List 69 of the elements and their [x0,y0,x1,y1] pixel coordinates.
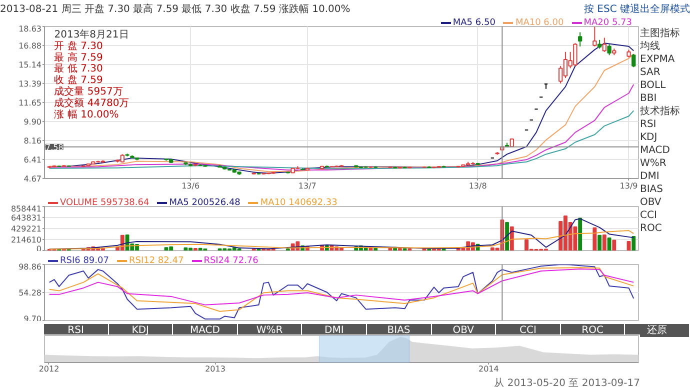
text: RSI [44,324,108,337]
x-tick-label: 2014 [478,364,499,374]
legend-label: RSI24 72.76 [204,256,258,266]
y-tick-label: 214610 [10,236,42,244]
annotation: 开 盘 7.30 [54,40,103,52]
text: KDJ [108,324,172,337]
x-tick-label: 13/9 [620,182,638,190]
text: 从 2013-05-20 至 2013-09-17 [493,378,640,387]
annotation: 收 盘 7.59 [54,74,103,86]
x-tick-label: 13/7 [298,182,316,190]
text: EXPMA [640,53,676,66]
y-tick-label: 13.39 [18,80,42,89]
text: 均线 [640,40,661,53]
y-tick-label: 643831 [10,214,42,222]
chart-title: 2013-08-21 周三 开盘 7.30 最高 7.59 最低 7.30 收盘 7.59 涨跌幅 10.00% [0,3,350,16]
x-tick-label: 13/6 [182,182,200,190]
text: MACD [173,324,237,337]
x-tick-label: 2013 [205,364,226,374]
text: W%R [640,157,668,170]
legend-label: MA20 5.73 [584,18,632,28]
text: 还原 [625,324,689,337]
ref-line-label: 7.58 [46,142,64,152]
text: RSI [640,118,658,131]
y-tick-label: 429221 [10,224,42,234]
text: BBI [640,92,658,105]
text: OBV [432,324,496,337]
text: DMI [640,170,660,183]
annotation: 成交量 5957万 [54,86,123,98]
text: BOLL [640,79,667,92]
y-tick-label: 15.14 [18,60,42,70]
text: MACD [640,144,671,157]
text: BIAS [366,324,431,337]
text: SAR [640,66,662,79]
x-tick-label: 2012 [38,364,60,374]
y-tick-label: 98.86 [18,262,42,272]
legend-label: RSI12 82.47 [128,256,184,266]
y-tick-label: 4.67 [24,174,42,184]
legend-label: RSI6 89.07 [60,256,109,266]
legend-label: MA10 6.00 [515,18,564,28]
text: CCI [640,209,658,222]
annotation: 最 高 7.59 [54,51,103,64]
y-tick-label: 8.16 [24,136,42,146]
legend-label: VOLUME 595738.64 [60,198,150,208]
text: 主图指标 [640,27,680,40]
text: W%R [238,324,302,337]
text: CCI [496,324,560,337]
legend-label: MA5 200526.48 [169,198,240,208]
text: ROC [560,324,624,337]
y-tick-label: 18.63 [18,24,42,34]
legend-label: MA10 140692.33 [260,198,338,208]
legend-label: MA5 6.50 [452,18,496,28]
y-tick-label: 6.41 [24,156,42,165]
text: OBV [640,196,662,209]
chart-subtitle: 按 ESC 键退出全屏模式 [584,3,690,16]
y-tick-label: 16.88 [18,42,42,51]
text: DMI [302,324,366,337]
text: BIAS [640,183,664,196]
y-tick-label: 9.90 [24,118,42,127]
annotation: 涨 幅 10.00% [54,108,119,120]
y-tick-label: 11.65 [18,98,42,108]
annotation: 最 低 7.30 [54,64,103,75]
y-tick-label: 858441 [10,204,42,214]
annotation: 成交额 44780万 [54,96,130,109]
y-tick-label: 54.28 [18,288,42,298]
annotation: 2013年8月21日 [54,28,129,41]
text: ROC [640,222,663,235]
text: KDJ [640,131,658,144]
text: 技术指标 [640,105,680,118]
x-tick-label: 13/8 [468,182,487,190]
